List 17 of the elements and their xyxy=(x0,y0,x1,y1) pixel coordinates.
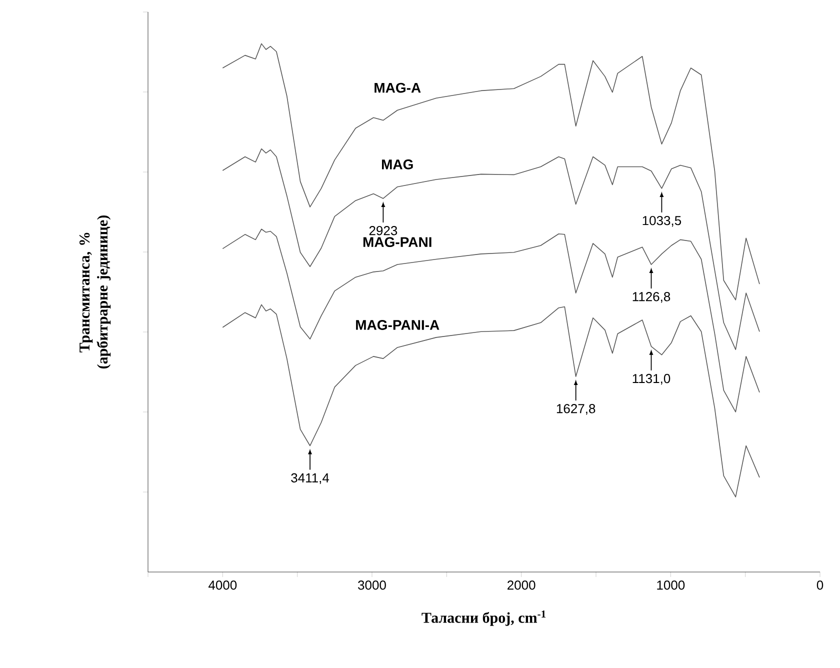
series-label: MAG-PANI xyxy=(363,237,432,248)
annotation: 1126,8 xyxy=(632,292,670,303)
x-tick-label: 4000 xyxy=(208,580,237,590)
annotation: 1033,5 xyxy=(642,216,682,227)
series-label: MAG-A xyxy=(374,82,421,93)
annotation: 2923 xyxy=(369,226,398,236)
series-label: MAG-PANI-A xyxy=(356,320,440,330)
x-tick-label: 1000 xyxy=(657,580,685,590)
x-tick-label: 3000 xyxy=(358,580,386,590)
annotation: 1131,0 xyxy=(632,374,670,385)
annotation: 1627,8 xyxy=(556,404,596,415)
x-axis-title: Таласни број, cm$^{-1}$ xyxy=(422,610,546,626)
annotation: 3411,4 xyxy=(291,473,330,484)
series-label: MAG xyxy=(382,159,413,170)
x-tick-label: 0 xyxy=(816,580,824,590)
x-tick-label: 2000 xyxy=(508,580,536,590)
y-axis-title: Трансмитанса, % (арбитрарне јединице) xyxy=(79,216,111,368)
